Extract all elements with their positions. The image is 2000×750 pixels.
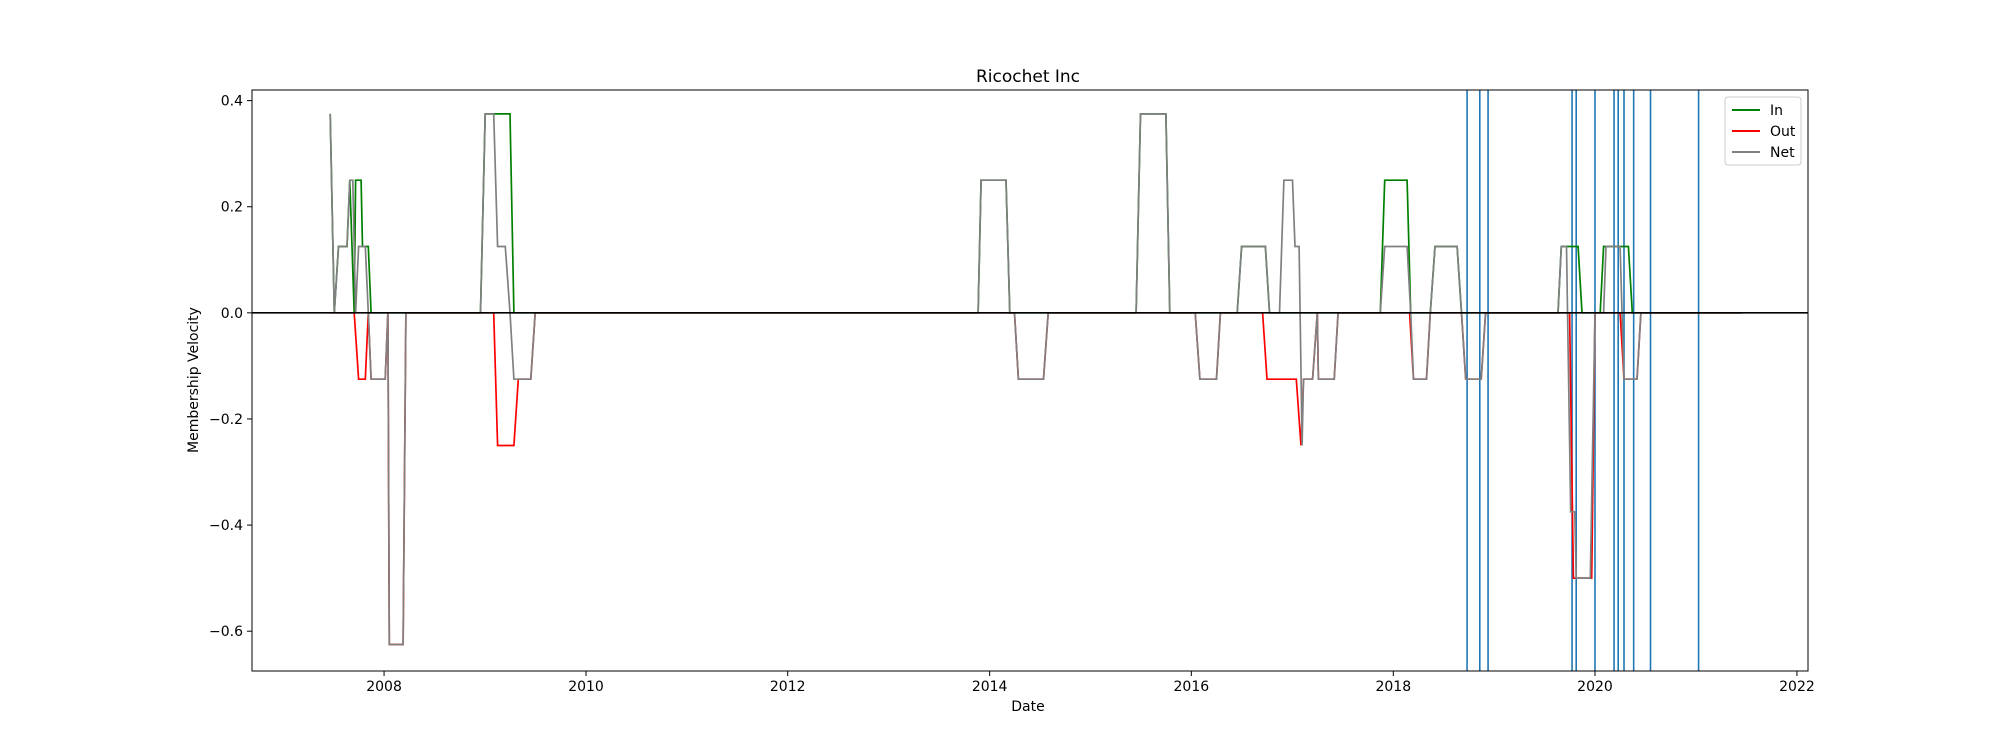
- y-tick-label: −0.4: [209, 518, 243, 534]
- y-tick-label: 0.2: [221, 200, 243, 216]
- x-tick-label: 2014: [972, 679, 1008, 695]
- x-tick-label: 2016: [1174, 679, 1210, 695]
- x-axis: 2008 2010 2012 2014 2016 2018 2020 2022: [366, 671, 1815, 695]
- x-tick-label: 2012: [770, 679, 806, 695]
- y-axis: 0.4 0.2 0.0 −0.2 −0.4 −0.6: [209, 94, 252, 640]
- plot-area: [252, 90, 1808, 671]
- x-tick-label: 2010: [568, 679, 604, 695]
- x-tick-label: 2022: [1779, 679, 1815, 695]
- plot-contents: [252, 90, 1808, 671]
- chart-title: Ricochet Inc: [976, 67, 1080, 87]
- x-tick-label: 2018: [1375, 679, 1411, 695]
- legend-label-in: In: [1770, 103, 1783, 119]
- y-tick-label: 0.4: [221, 94, 243, 110]
- plot-frame: [251, 89, 1809, 672]
- y-tick-label: 0.0: [221, 306, 243, 322]
- x-tick-label: 2008: [366, 679, 402, 695]
- legend: In Out Net: [1724, 96, 1802, 166]
- x-axis-label: Date: [1011, 699, 1044, 715]
- y-tick-label: −0.2: [209, 412, 243, 428]
- legend-label-net: Net: [1770, 145, 1795, 161]
- y-axis-label: Membership Velocity: [186, 307, 202, 453]
- y-tick-label: −0.6: [209, 624, 243, 640]
- legend-label-out: Out: [1770, 124, 1796, 140]
- x-tick-label: 2020: [1577, 679, 1613, 695]
- legend-box: [1724, 96, 1802, 166]
